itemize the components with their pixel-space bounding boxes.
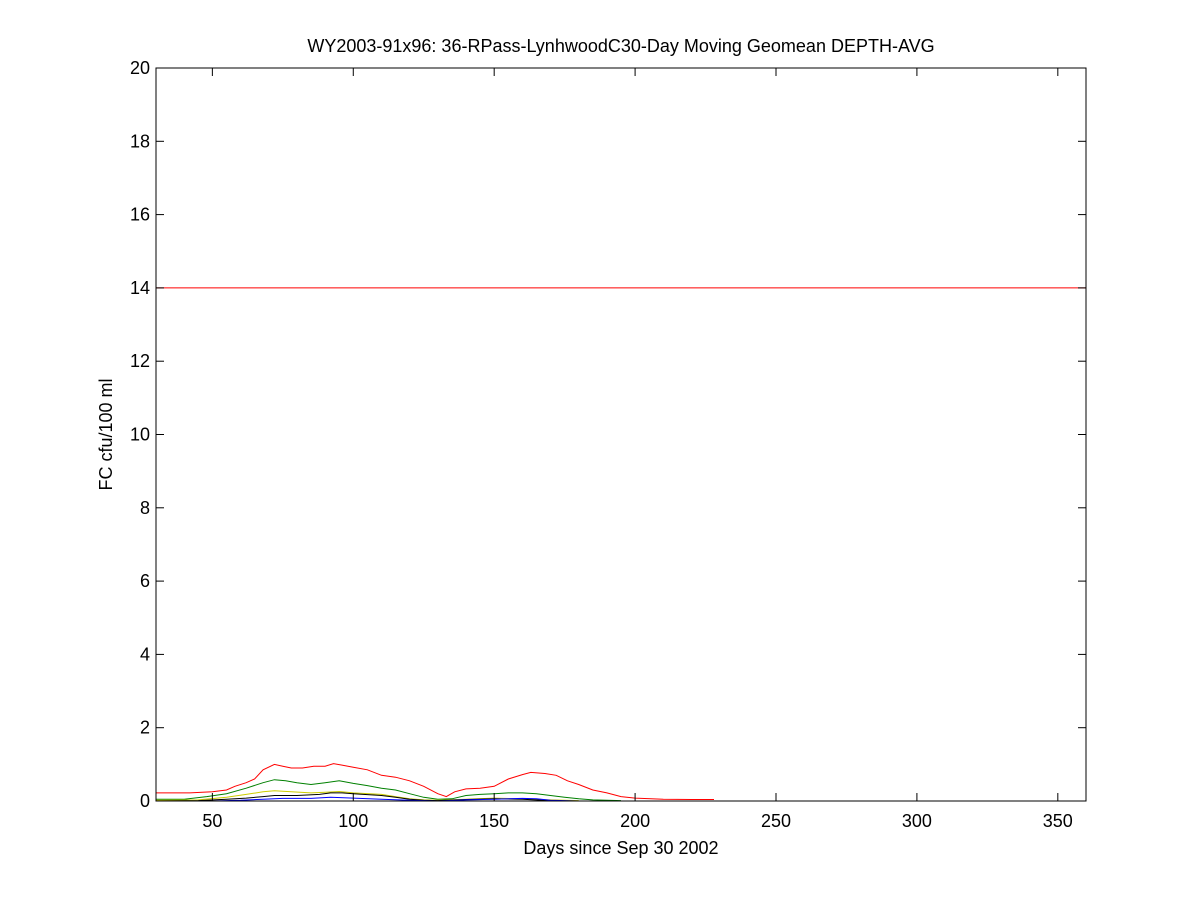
x-tick-label: 100 [338,811,368,831]
y-tick-label: 18 [130,131,150,151]
y-tick-label: 20 [130,58,150,78]
plot-area [156,68,1086,801]
y-tick-label: 6 [140,571,150,591]
x-tick-label: 200 [620,811,650,831]
x-tick-label: 250 [761,811,791,831]
x-tick-label: 350 [1043,811,1073,831]
series-line-3 [156,790,579,801]
series-line-1 [156,763,714,800]
series-layer [156,763,714,801]
chart-title: WY2003-91x96: 36-RPass-LynhwoodC30-Day M… [307,36,934,56]
series-line-2 [156,779,622,801]
y-axis-title: FC cfu/100 ml [96,378,116,490]
y-tick-label: 10 [130,425,150,445]
x-axis-title: Days since Sep 30 2002 [523,838,718,858]
y-tick-label: 14 [130,278,150,298]
y-tick-label: 0 [140,791,150,811]
series-line-5 [156,796,579,801]
y-tick-label: 2 [140,718,150,738]
y-axis-ticks: 0 2 4 6 8 10 12 14 16 18 20 [130,58,1086,811]
y-tick-label: 8 [140,498,150,518]
y-tick-label: 16 [130,205,150,225]
x-tick-label: 150 [479,811,509,831]
x-tick-label: 50 [202,811,222,831]
x-tick-label: 300 [902,811,932,831]
y-tick-label: 4 [140,644,150,664]
x-axis-ticks: 50 100 150 200 250 300 350 [202,68,1073,831]
y-tick-label: 12 [130,351,150,371]
